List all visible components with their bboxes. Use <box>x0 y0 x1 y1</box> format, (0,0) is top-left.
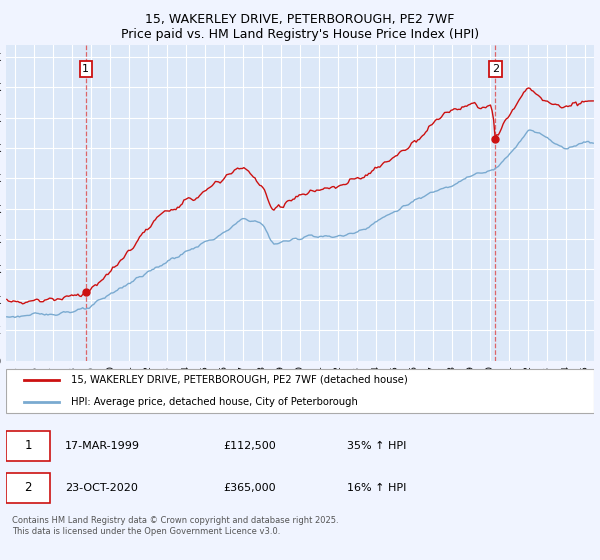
FancyBboxPatch shape <box>6 473 50 503</box>
Text: 35% ↑ HPI: 35% ↑ HPI <box>347 441 406 451</box>
Text: 23-OCT-2020: 23-OCT-2020 <box>65 483 137 493</box>
Text: 2: 2 <box>491 64 499 74</box>
Text: 1: 1 <box>82 64 89 74</box>
FancyBboxPatch shape <box>6 431 50 461</box>
Text: Contains HM Land Registry data © Crown copyright and database right 2025.
This d: Contains HM Land Registry data © Crown c… <box>12 516 338 536</box>
Text: 16% ↑ HPI: 16% ↑ HPI <box>347 483 406 493</box>
Text: HPI: Average price, detached house, City of Peterborough: HPI: Average price, detached house, City… <box>71 397 358 407</box>
Text: 17-MAR-1999: 17-MAR-1999 <box>65 441 140 451</box>
Text: 1: 1 <box>25 439 32 452</box>
FancyBboxPatch shape <box>6 368 594 413</box>
Text: 2: 2 <box>25 481 32 494</box>
Title: 15, WAKERLEY DRIVE, PETERBOROUGH, PE2 7WF
Price paid vs. HM Land Registry's Hous: 15, WAKERLEY DRIVE, PETERBOROUGH, PE2 7W… <box>121 13 479 41</box>
Text: £112,500: £112,500 <box>224 441 277 451</box>
Text: 15, WAKERLEY DRIVE, PETERBOROUGH, PE2 7WF (detached house): 15, WAKERLEY DRIVE, PETERBOROUGH, PE2 7W… <box>71 375 407 385</box>
Text: £365,000: £365,000 <box>224 483 276 493</box>
